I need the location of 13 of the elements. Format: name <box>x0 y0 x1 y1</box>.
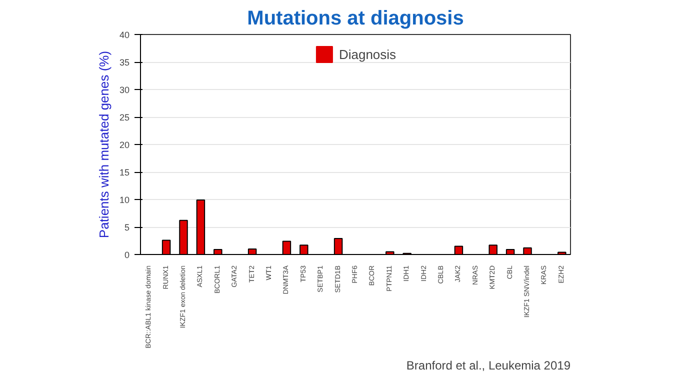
chart-title: Mutations at diagnosis <box>247 8 464 30</box>
y-tick-label: 20 <box>119 140 130 150</box>
y-tick-label: 25 <box>119 112 130 122</box>
y-axis-title: Patients with mutated genes (%) <box>96 50 112 238</box>
y-tick-label: 30 <box>119 85 130 95</box>
y-tick-label: 40 <box>119 30 130 40</box>
y-tick-label: 10 <box>119 195 130 205</box>
legend-label: Diagnosis <box>338 46 396 62</box>
text: Branford et al., Leukemia 2019 <box>406 358 571 372</box>
y-tick-label: 5 <box>124 222 130 232</box>
y-tick-label: 15 <box>119 168 130 178</box>
y-tick-label: 0 <box>124 250 130 260</box>
y-tick-label: 35 <box>119 58 130 68</box>
